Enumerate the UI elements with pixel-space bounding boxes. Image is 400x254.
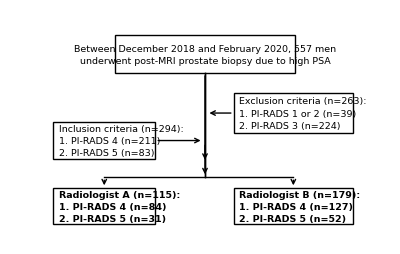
- FancyBboxPatch shape: [234, 188, 353, 225]
- Text: Radiologist A (n=115):
1. PI-RADS 4 (n=84)
2. PI-RADS 5 (n=31): Radiologist A (n=115): 1. PI-RADS 4 (n=8…: [59, 190, 180, 223]
- Text: Inclusion criteria (n=294):
1. PI-RADS 4 (n=211)
2. PI-RADS 5 (n=83): Inclusion criteria (n=294): 1. PI-RADS 4…: [59, 124, 184, 157]
- Text: Between December 2018 and February 2020, 557 men
underwent post-MRI prostate bio: Between December 2018 and February 2020,…: [74, 44, 336, 66]
- Text: Radiologist B (n=179):
1. PI-RADS 4 (n=127)
2. PI-RADS 5 (n=52): Radiologist B (n=179): 1. PI-RADS 4 (n=1…: [239, 190, 360, 223]
- FancyBboxPatch shape: [115, 36, 295, 74]
- FancyBboxPatch shape: [53, 188, 155, 225]
- Text: Exclusion criteria (n=263):
1. PI-RADS 1 or 2 (n=39)
2. PI-RADS 3 (n=224): Exclusion criteria (n=263): 1. PI-RADS 1…: [239, 97, 367, 130]
- FancyBboxPatch shape: [53, 123, 155, 159]
- FancyBboxPatch shape: [234, 94, 353, 133]
